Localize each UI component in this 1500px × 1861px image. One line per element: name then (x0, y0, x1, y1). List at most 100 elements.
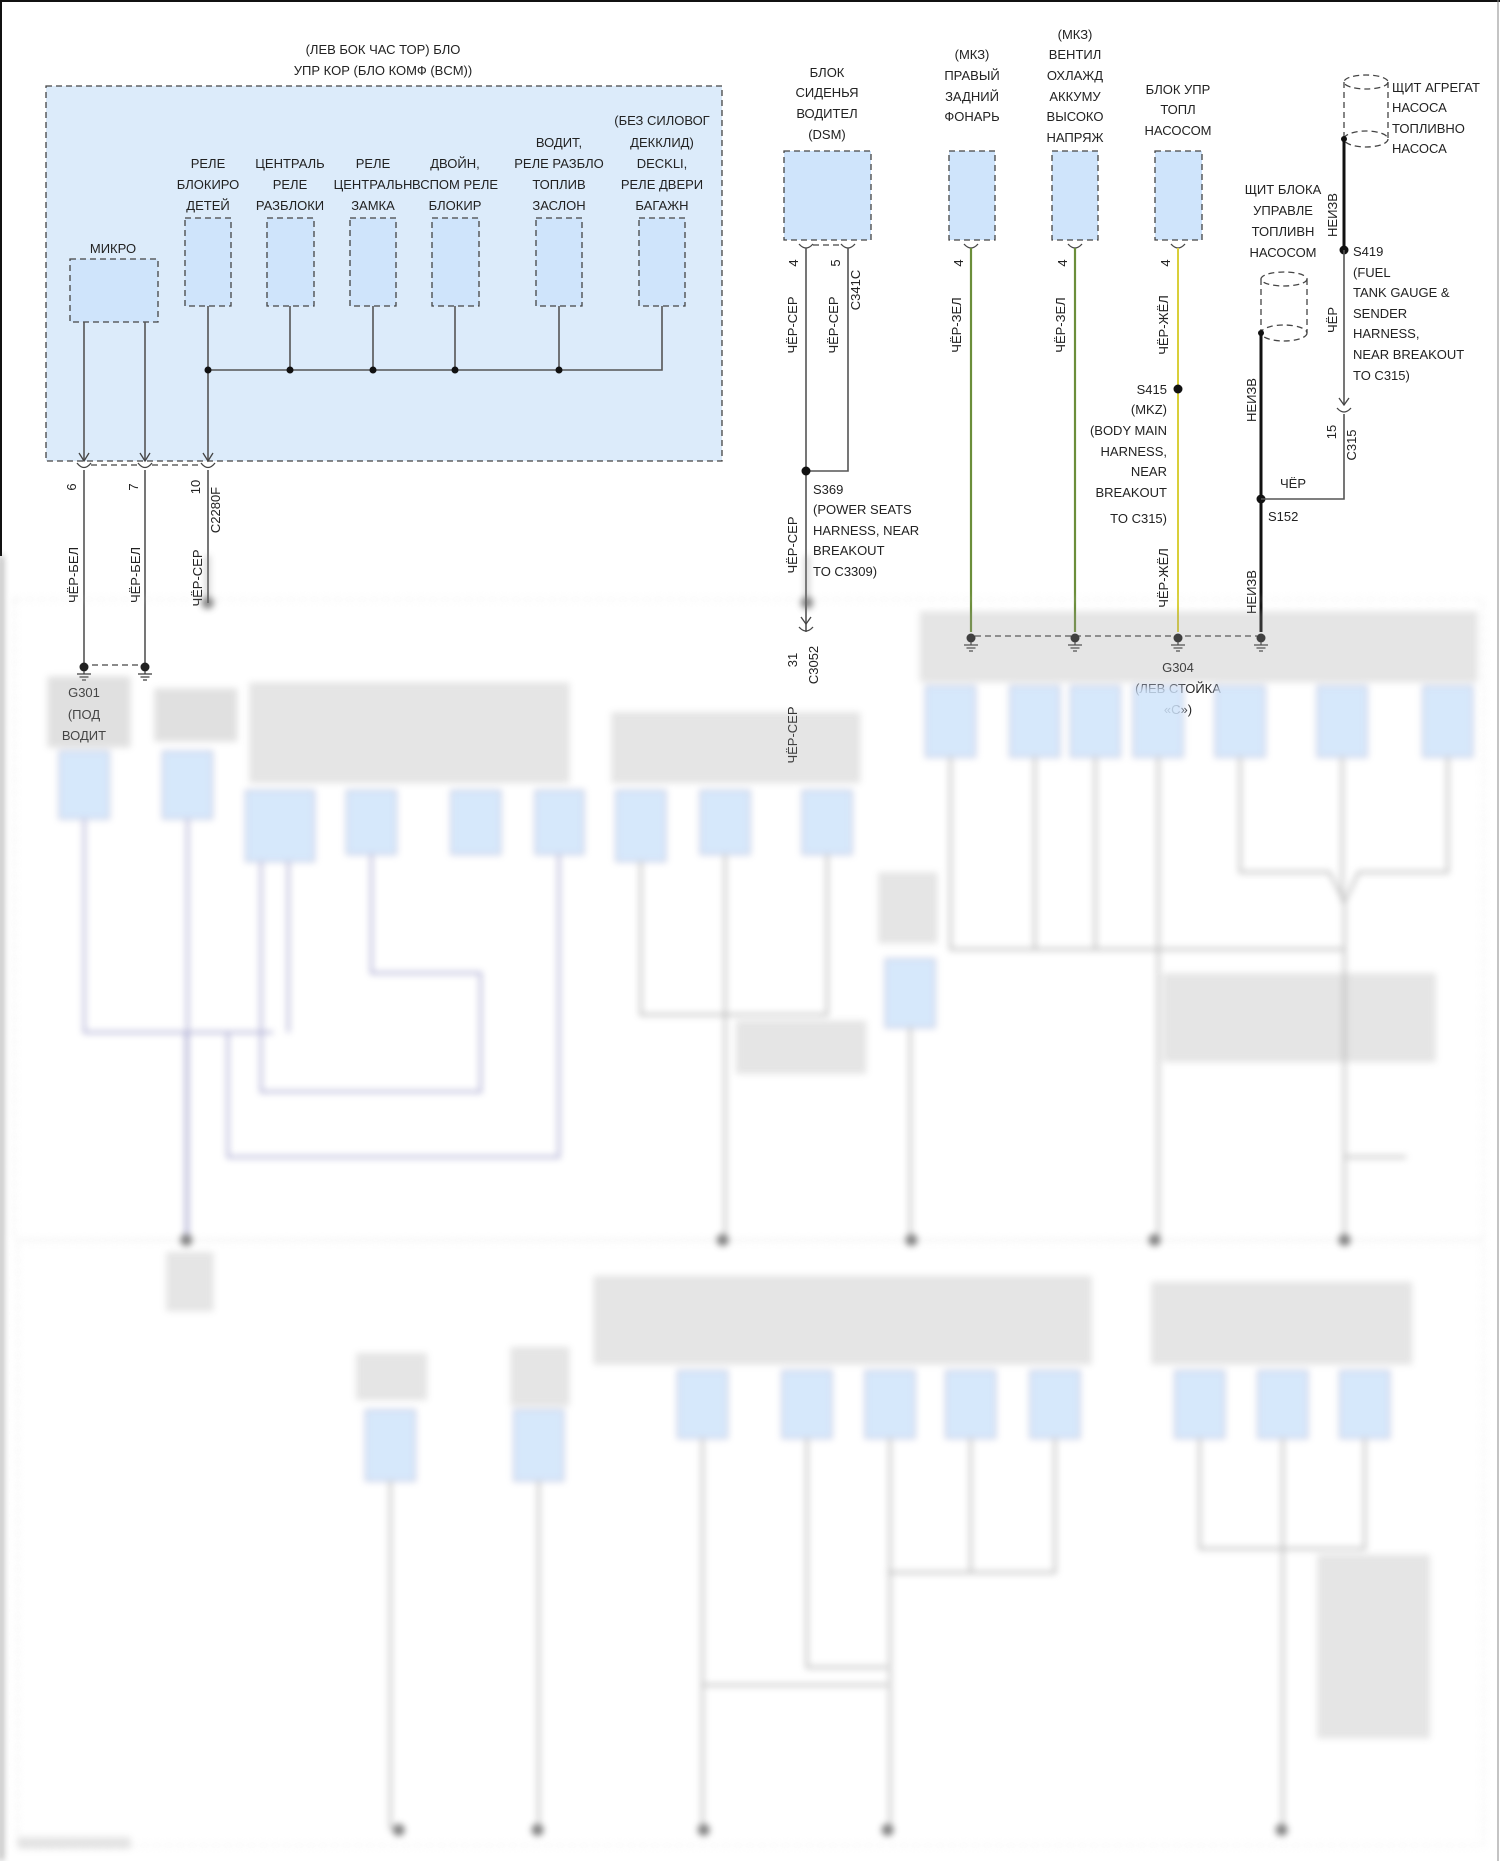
connector-label: C315 (1344, 429, 1359, 460)
module-label: УПРАВЛЕ (1253, 203, 1313, 218)
blurred-text-blocks (17, 611, 1478, 1849)
relay-label: DECKLI, (637, 156, 688, 171)
splice-label: TANK GAUGE & (1353, 285, 1450, 300)
wire-color-label: ЧЁР-ЖЁЛ (1156, 548, 1171, 608)
relay-label: РАЗБЛОКИ (256, 198, 324, 213)
bcm-title-line: УПР КОР (БЛО КОМФ (BCM)) (294, 63, 472, 78)
module-label: СИДЕНЬЯ (796, 85, 859, 100)
connector-label: C3052 (806, 646, 821, 684)
relay-label: БАГАЖН (635, 198, 688, 213)
module-box (948, 150, 996, 241)
bcm-module: (ЛЕВ БОК ЧАС ТОР) БЛО УПР КОР (БЛО КОМФ … (45, 42, 723, 462)
module-label: ВЕНТИЛ (1049, 47, 1102, 62)
wire-color-label: НЕИЗВ (1244, 378, 1259, 422)
splice-label: (BODY MAIN (1090, 423, 1167, 438)
shield-icon (1260, 271, 1308, 342)
splice-label: TO C315) (1353, 368, 1410, 383)
module-label: ПРАВЫЙ (944, 68, 999, 83)
pin-number: 31 (785, 653, 800, 667)
relay-label: БЛОКИРО (177, 177, 240, 192)
ground-label: (ПОД (68, 707, 100, 722)
splice-label: NEAR (1131, 464, 1167, 479)
module-label: БЛОК (810, 65, 845, 80)
relay-label: ВСПОМ РЕЛЕ (412, 177, 498, 192)
splice-label: HARNESS, NEAR (813, 523, 919, 538)
relay-central-unlock: ЦЕНТРАЛЬ РЕЛЕ РАЗБЛОКИ (255, 156, 325, 307)
module-label: ЩИТ БЛОКА (1245, 182, 1322, 197)
splice-label: TO C315) (1110, 511, 1167, 526)
module-label: ТОПЛИВНО (1392, 121, 1465, 136)
splice-dot (801, 466, 811, 476)
c2280f-connector: 6 7 10 C2280F (64, 452, 223, 533)
wire-color-label: ЧЁР (1280, 476, 1306, 491)
wire-color-label: ЧЁР-СЕР (785, 516, 800, 573)
pin-number: 4 (786, 259, 801, 266)
splice-label: SENDER (1353, 306, 1407, 321)
splice-label: TO C3309) (813, 564, 877, 579)
module-label: ЩИТ АГРЕГАТ (1392, 80, 1480, 95)
ground-label: G304 (1162, 660, 1194, 675)
module-label: ВОДИТЕЛ (796, 106, 857, 121)
ground-label: ВОДИТ (62, 728, 106, 743)
splice-label: S415 (1137, 382, 1167, 397)
wire-color-label: ЧЁР-СЕР (826, 296, 841, 353)
wire-color-label: ЧЁР-БЕЛ (66, 547, 81, 603)
splice-label: HARNESS, (1101, 444, 1167, 459)
relay-label: ТОПЛИВ (532, 177, 585, 192)
module-label: НАСОСОМ (1249, 245, 1316, 260)
rear-lamp-module: (МКЗ) ПРАВЫЙ ЗАДНИЙ ФОНАРЬ 4 ЧЁР-ЗЕЛ (944, 47, 1000, 632)
pin-number: 15 (1324, 425, 1339, 439)
connector-label: C341C (848, 270, 863, 310)
relay-box (535, 217, 583, 307)
relay-label: РЕЛЕ РАЗБЛО (514, 156, 604, 171)
module-label: ЗАДНИЙ (945, 89, 999, 104)
wire-color-label: ЧЁР-ЖЁЛ (1156, 295, 1171, 355)
wire-color-label: НЕИЗВ (1244, 570, 1259, 614)
pin-number: 6 (64, 483, 79, 490)
module-label: ТОПЛ (1160, 102, 1195, 117)
relay-label: (БЕЗ СИЛОВОГ (614, 113, 709, 128)
ground-label: G301 (68, 685, 100, 700)
micro-label: МИКРО (90, 241, 136, 256)
pin-number: 4 (1158, 259, 1173, 266)
module-box (1051, 150, 1099, 241)
relay-box (184, 217, 232, 307)
relay-label: ДВОЙН, (430, 156, 480, 171)
fpdm-shield: ЩИТ БЛОКА УПРАВЛЕ ТОПЛИВН НАСОСОМ НЕИЗВ … (1244, 182, 1322, 632)
bcm-title-line: (ЛЕВ БОК ЧАС ТОР) БЛО (306, 42, 461, 57)
connector-label: C2280F (208, 487, 223, 533)
module-label: ОХЛАЖД (1047, 68, 1103, 83)
relay-label: ВОДИТ, (536, 135, 582, 150)
shield-icon (1343, 74, 1389, 148)
module-label: (DSM) (808, 127, 846, 142)
wire-color-label: ЧЁР (1325, 307, 1340, 333)
pin-number: 10 (188, 480, 203, 494)
wire-color-label: ЧЁР-ЗЕЛ (1053, 297, 1068, 352)
ground-g301: G301 (ПОД ВОДИТ (62, 661, 153, 743)
dsm-box (783, 150, 872, 241)
relay-box (266, 217, 315, 307)
relay-label: ЦЕНТРАЛЬН (334, 177, 413, 192)
pin-number: 5 (828, 259, 843, 266)
relay-label: РЕЛЕ (191, 156, 226, 171)
relay-label: ДЕККЛИД) (630, 135, 694, 150)
pin-number: 4 (951, 259, 966, 266)
module-label: ТОПЛИВН (1252, 224, 1315, 239)
wire-color-label: НЕИЗВ (1325, 193, 1340, 237)
module-label: АККУМУ (1049, 89, 1101, 104)
module-label: БЛОК УПР (1146, 82, 1211, 97)
relay-fuel-door: ВОДИТ, РЕЛЕ РАЗБЛО ТОПЛИВ ЗАСЛОН (514, 135, 604, 307)
relay-child-lock: РЕЛЕ БЛОКИРО ДЕТЕЙ (177, 156, 240, 307)
module-label: ВЫСОКО (1047, 109, 1104, 124)
splice-dot (1173, 384, 1183, 394)
splice-label: S369 (813, 482, 843, 497)
relay-central-lock: РЕЛЕ ЦЕНТРАЛЬН ЗАМКА (334, 156, 413, 307)
splice-label: NEAR BREAKOUT (1353, 347, 1464, 362)
relay-box (638, 217, 686, 307)
driver-seat-module: БЛОК СИДЕНЬЯ ВОДИТЕЛ (DSM) 4 5 C341C ЧЁР… (783, 65, 919, 764)
relay-trunk: (БЕЗ СИЛОВОГ ДЕККЛИД) DECKLI, РЕЛЕ ДВЕРИ… (614, 113, 710, 307)
relay-box (349, 217, 397, 307)
module-label: НАСОСОМ (1144, 123, 1211, 138)
relay-label: РЕЛЕ ДВЕРИ (621, 177, 703, 192)
splice-label: HARNESS, (1353, 326, 1419, 341)
